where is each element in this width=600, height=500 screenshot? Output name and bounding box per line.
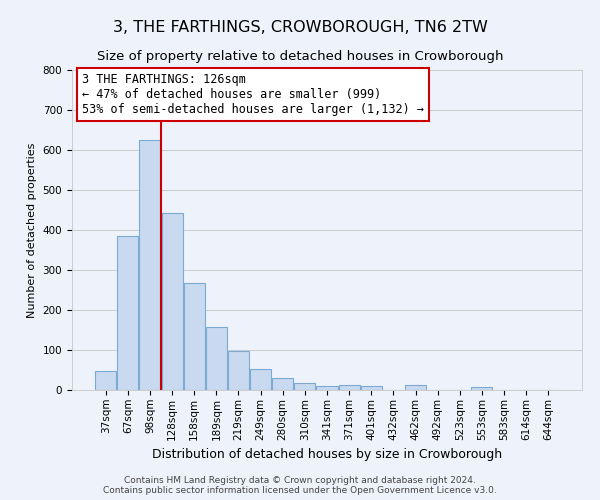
Bar — [95, 371, 116, 390]
Text: 3 THE FARTHINGS: 126sqm
← 47% of detached houses are smaller (999)
53% of semi-d: 3 THE FARTHINGS: 126sqm ← 47% of detache… — [82, 73, 424, 116]
X-axis label: Distribution of detached houses by size in Crowborough: Distribution of detached houses by size … — [152, 448, 502, 461]
Bar — [228, 351, 249, 390]
Bar — [338, 385, 359, 390]
Bar — [272, 378, 293, 390]
Text: 3, THE FARTHINGS, CROWBOROUGH, TN6 2TW: 3, THE FARTHINGS, CROWBOROUGH, TN6 2TW — [113, 20, 487, 35]
Text: Contains public sector information licensed under the Open Government Licence v3: Contains public sector information licen… — [103, 486, 497, 495]
Bar — [184, 283, 205, 390]
Bar — [316, 386, 338, 390]
Bar — [206, 327, 227, 390]
Bar — [295, 383, 316, 390]
Bar — [250, 369, 271, 390]
Bar — [361, 386, 382, 390]
Text: Contains HM Land Registry data © Crown copyright and database right 2024.: Contains HM Land Registry data © Crown c… — [124, 476, 476, 485]
Bar — [161, 213, 182, 390]
Bar — [472, 387, 493, 390]
Bar — [405, 385, 426, 390]
Text: Size of property relative to detached houses in Crowborough: Size of property relative to detached ho… — [97, 50, 503, 63]
Y-axis label: Number of detached properties: Number of detached properties — [27, 142, 37, 318]
Bar — [139, 140, 160, 390]
Bar — [118, 236, 139, 390]
